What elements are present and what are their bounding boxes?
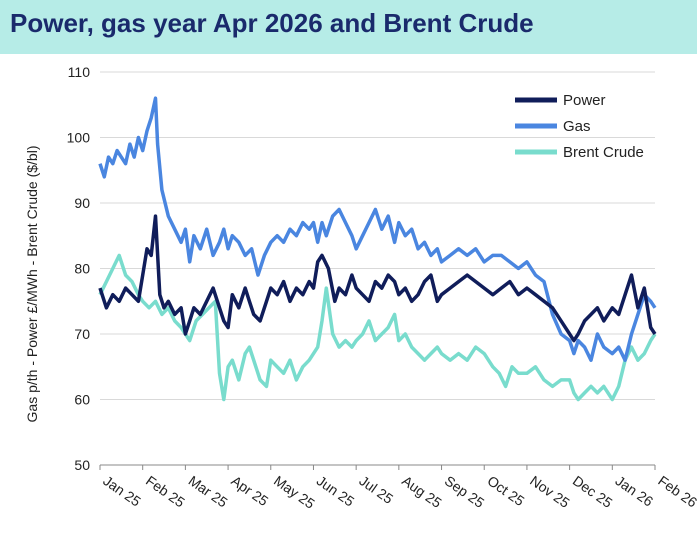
legend: Power Gas Brent Crude (515, 92, 644, 161)
x-tick-label: Nov 25 (527, 472, 573, 511)
legend-label-gas: Gas (563, 118, 591, 135)
x-tick-label: Jan 25 (100, 472, 144, 509)
y-tick-label: 80 (74, 261, 90, 277)
x-tick-label: Jul 25 (356, 472, 396, 507)
chart-title: Power, gas year Apr 2026 and Brent Crude (10, 8, 534, 38)
series-line-gas (98, 96, 657, 362)
x-tick-label: Sep 25 (442, 472, 488, 511)
y-axis-label: Gas p/th - Power £/MWh - Brent Crude ($/… (24, 146, 40, 423)
y-tick-label: 100 (67, 130, 91, 146)
series-lines (98, 96, 657, 402)
series-line-power (98, 214, 657, 343)
y-tick-label: 110 (68, 64, 91, 80)
series-line-brent-crude (98, 253, 657, 402)
y-tick-label: 90 (74, 195, 90, 211)
x-tick-label: Dec 25 (570, 472, 616, 511)
legend-label-brent-crude: Brent Crude (563, 144, 644, 161)
x-tick-label: May 25 (271, 472, 318, 512)
x-tick-label: Mar 25 (186, 472, 231, 510)
gridlines (100, 71, 655, 466)
y-axis-ticks: 50 60 70 80 90 100 110 (67, 64, 91, 473)
x-tick-label: Oct 25 (485, 472, 528, 509)
x-tick-label: Feb 26 (655, 472, 697, 510)
x-tick-label: Jun 25 (314, 472, 358, 509)
x-tick-label: Apr 25 (228, 472, 271, 509)
y-tick-label: 70 (74, 326, 90, 342)
x-tick-label: Jan 26 (613, 472, 657, 509)
y-tick-label: 60 (74, 392, 90, 408)
legend-label-power: Power (563, 92, 606, 109)
x-tick-label: Feb 25 (143, 472, 188, 510)
y-tick-label: 50 (74, 457, 90, 473)
title-band (0, 0, 697, 54)
x-tick-label: Aug 25 (399, 472, 445, 511)
